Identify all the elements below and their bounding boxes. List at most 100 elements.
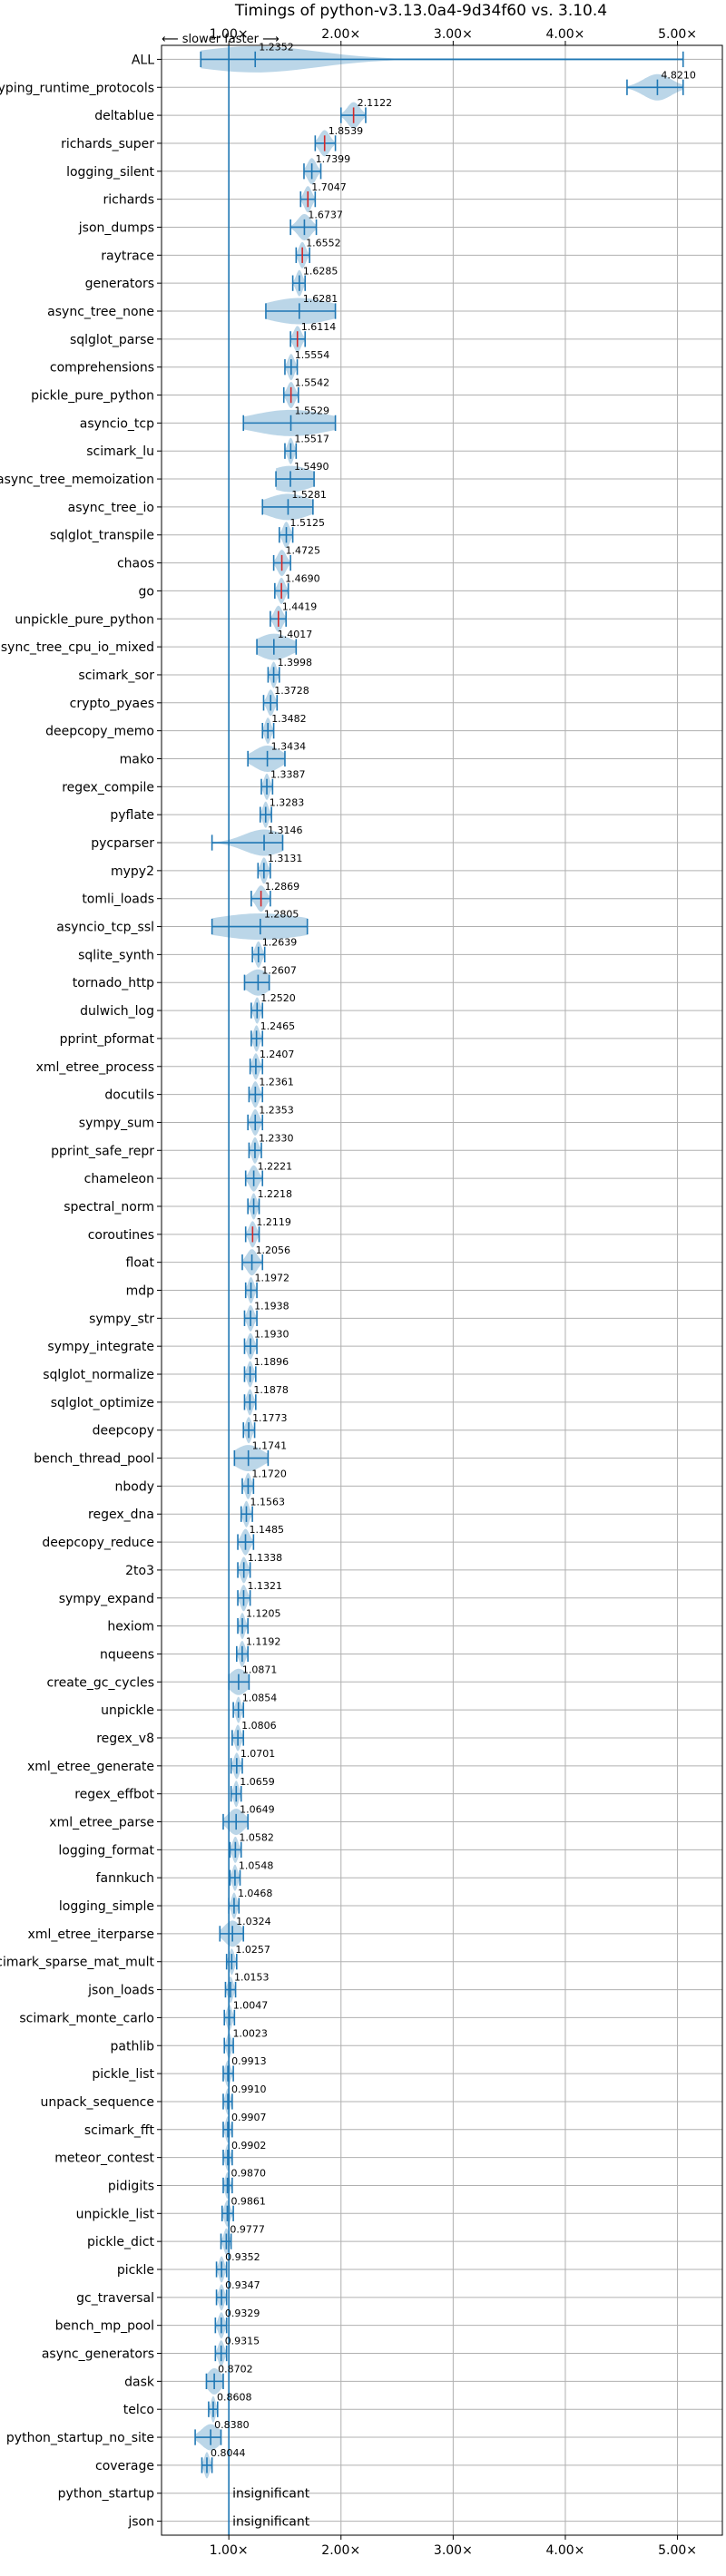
- value-label-xml-etree-process: 1.2407: [260, 1049, 295, 1060]
- y-tick-label-richards-super: richards_super: [61, 137, 154, 151]
- violin-pprint-pformat: [250, 1025, 264, 1052]
- violin-hexiom: [237, 1613, 249, 1640]
- y-tick-label-pickle-dict: pickle_dict: [87, 2235, 155, 2249]
- violin-async-tree-cpu-io-mixed: [256, 633, 298, 660]
- y-tick-label-dask: dask: [124, 2375, 155, 2389]
- value-label-async-tree-cpu-io-mixed: 1.4017: [278, 629, 313, 640]
- violin-scimark-monte-carlo: [223, 2004, 236, 2031]
- y-tick-label-float: float: [126, 1256, 155, 1271]
- y-tick-label-xml-etree-iterparse: xml_etree_iterparse: [28, 1927, 154, 1942]
- y-tick-label-chameleon: chameleon: [84, 1172, 154, 1186]
- y-tick-label-sympy-integrate: sympy_integrate: [47, 1340, 154, 1354]
- y-tick-label-async-tree-memoization: async_tree_memoization: [0, 473, 154, 487]
- violin-json-dumps: [289, 214, 318, 240]
- violin-raytrace: [295, 241, 310, 268]
- violin-unpack-sequence: [222, 2088, 233, 2115]
- value-label-generators: 1.6285: [303, 265, 338, 277]
- violin-scimark-sparse-mat-mult: [225, 1948, 238, 1976]
- y-tick-label-regex-compile: regex_compile: [62, 780, 154, 795]
- violin-deepcopy: [242, 1417, 256, 1444]
- x-tick-label-bottom-4: 4.00×: [546, 2543, 585, 2558]
- violin-float: [241, 1249, 264, 1276]
- value-label-regex-v8: 1.0806: [241, 1720, 277, 1732]
- violin-docutils: [248, 1081, 264, 1108]
- y-tick-label-hexiom: hexiom: [107, 1620, 154, 1634]
- value-label-pidigits: 0.9870: [231, 2168, 267, 2180]
- value-label-raytrace: 1.6552: [306, 237, 341, 249]
- value-label-async-tree-none: 1.6281: [303, 293, 338, 305]
- y-tick-label-raytrace: raytrace: [101, 249, 154, 263]
- x-tick-label-bottom-2: 2.00×: [321, 2543, 360, 2558]
- value-label-xml-etree-generate: 1.0701: [240, 1748, 276, 1760]
- value-label-chaos: 1.4725: [286, 545, 321, 557]
- violin-pycparser: [211, 829, 284, 856]
- y-tick-label-unpickle: unpickle: [101, 1703, 154, 1718]
- violin-logging-format: [229, 1836, 242, 1863]
- y-tick-label-scimark-fft: scimark_fft: [84, 2123, 155, 2138]
- violin-async-tree-memoization: [275, 465, 315, 493]
- violin-regex-compile: [260, 773, 274, 800]
- violin-xml-etree-generate: [230, 1752, 243, 1780]
- value-label-richards-super: 1.8539: [329, 125, 364, 137]
- violin-pyflate: [259, 801, 272, 828]
- y-tick-label-async-tree-cpu-io-mixed: async_tree_cpu_io_mixed: [0, 640, 154, 655]
- value-label-scimark-sor: 1.3998: [278, 657, 313, 668]
- violin-async-tree-io: [261, 493, 314, 521]
- value-label-all: 1.2352: [259, 42, 294, 54]
- chart-title: Timings of python-v3.13.0a4-9d34f60 vs. …: [234, 2, 607, 20]
- y-tick-label-spectral-norm: spectral_norm: [64, 1200, 154, 1215]
- y-tick-label-unpack-sequence: unpack_sequence: [41, 2095, 154, 2110]
- y-tick-label-regex-effbot: regex_effbot: [74, 1788, 154, 1802]
- violin-sqlite-synth: [251, 941, 266, 968]
- y-tick-label-xml-etree-parse: xml_etree_parse: [49, 1816, 154, 1830]
- value-label-telco: 0.8608: [217, 2391, 252, 2403]
- value-label-chameleon: 1.2221: [258, 1160, 293, 1172]
- violin-scimark-sor: [267, 661, 280, 688]
- violin-chaos: [272, 550, 291, 577]
- y-tick-label-async-tree-none: async_tree_none: [47, 305, 154, 319]
- violin-dask: [205, 2367, 224, 2395]
- y-tick-label-pickle-pure-python: pickle_pure_python: [31, 389, 154, 404]
- y-tick-label-tomli-loads: tomli_loads: [82, 893, 154, 907]
- violin-asyncio-tcp: [242, 409, 337, 436]
- y-tick-label-pprint-safe-repr: pprint_safe_repr: [51, 1144, 154, 1158]
- y-tick-label-sqlglot-parse: sqlglot_parse: [70, 333, 154, 347]
- violin-richards: [299, 186, 317, 213]
- y-tick-label-regex-v8: regex_v8: [96, 1732, 154, 1746]
- value-label-sympy-integrate: 1.1930: [254, 1328, 289, 1340]
- value-label-logging-simple: 1.0468: [238, 1888, 273, 1899]
- value-label-dulwich-log: 1.2520: [260, 992, 296, 1004]
- value-label-unpack-sequence: 0.9910: [231, 2083, 267, 2095]
- value-label-tomli-loads: 1.2869: [265, 881, 300, 893]
- y-tick-label-python-startup-no-site: python_startup_no_site: [6, 2431, 154, 2445]
- value-label-mypy2: 1.3131: [268, 853, 303, 864]
- value-label-crypto-pyaes: 1.3728: [274, 685, 309, 697]
- violin-regex-v8: [231, 1724, 245, 1751]
- value-label-pickle-pure-python: 1.5542: [295, 377, 330, 389]
- y-tick-label-async-tree-io: async_tree_io: [68, 501, 154, 515]
- value-label-unpickle-list: 0.9861: [231, 2195, 266, 2207]
- violin-richards-super: [314, 130, 337, 157]
- value-label-async-tree-io: 1.5281: [291, 489, 327, 501]
- violin-sympy-sum: [247, 1108, 264, 1136]
- y-axis: ALL typing_runtime_protocols deltablue rich…: [0, 53, 162, 2530]
- violin-scimark-lu: [284, 437, 298, 464]
- violin-spectral-norm: [247, 1193, 260, 1220]
- value-label-pprint-safe-repr: 1.2330: [259, 1132, 294, 1144]
- y-tick-label-telco: telco: [123, 2403, 154, 2417]
- violin-scimark-fft: [222, 2116, 233, 2143]
- x-tick-label-bottom-5: 5.00×: [658, 2543, 697, 2558]
- y-tick-label-docutils: docutils: [104, 1088, 154, 1103]
- violin-layer: [194, 46, 684, 2479]
- y-tick-label-typing-runtime-protocols: typing_runtime_protocols: [0, 81, 154, 95]
- value-label-sqlglot-normalize: 1.1896: [254, 1356, 289, 1368]
- violin-telco: [208, 2395, 219, 2423]
- y-tick-label-pathlib: pathlib: [111, 2039, 155, 2054]
- value-label-sqlglot-optimize: 1.1878: [253, 1384, 289, 1396]
- y-tick-label-dulwich-log: dulwich_log: [80, 1004, 154, 1019]
- y-tick-label-async-generators: async_generators: [42, 2347, 154, 2362]
- y-tick-label-unpickle-list: unpickle_list: [76, 2207, 155, 2221]
- y-tick-label-logging-simple: logging_simple: [59, 1899, 154, 1914]
- x-axis-top: 1.00× 2.00× 3.00× 4.00× 5.00×: [210, 27, 697, 45]
- y-tick-label-bench-thread-pool: bench_thread_pool: [34, 1452, 154, 1467]
